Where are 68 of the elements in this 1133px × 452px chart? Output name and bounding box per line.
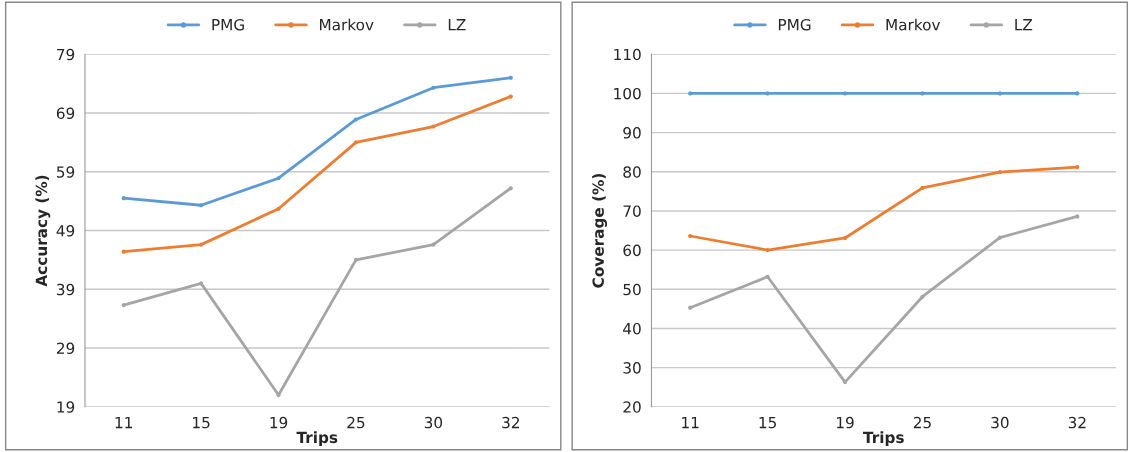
point [920, 185, 925, 190]
point [353, 117, 359, 122]
point [1075, 91, 1080, 96]
point [121, 196, 126, 201]
point [997, 91, 1002, 96]
y-tick-label: 30 [623, 362, 641, 374]
point [765, 274, 770, 279]
point [508, 186, 513, 191]
y-tick-label: 70 [623, 205, 641, 217]
point [276, 206, 281, 211]
point [997, 170, 1002, 175]
y-tick-label: 59 [56, 166, 75, 178]
point [199, 203, 204, 208]
legend-label: PMG [212, 18, 244, 31]
point [353, 140, 359, 145]
y-tick-label: 39 [56, 283, 75, 296]
x-tick-label: 32 [502, 416, 519, 429]
point [997, 235, 1002, 240]
x-axis-title: Trips [296, 431, 338, 447]
point [508, 75, 513, 80]
y-tick-label: 29 [56, 342, 75, 355]
x-tick-label: 30 [424, 416, 443, 429]
point [199, 281, 204, 286]
y-tick-label: 60 [623, 244, 641, 257]
x-tick-label: 15 [193, 416, 210, 429]
x-tick-label: 25 [347, 416, 365, 429]
legend-label: PMG [778, 18, 811, 31]
x-tick-label: 11 [682, 416, 699, 429]
x-tick-label: 11 [115, 416, 132, 429]
point [842, 91, 848, 96]
legend-label: LZ [448, 19, 466, 31]
point [121, 249, 126, 254]
x-tick-label: 32 [1068, 416, 1086, 429]
point [688, 305, 693, 310]
y-tick-label: 79 [57, 48, 75, 61]
point [431, 85, 436, 90]
y-tick-label: 69 [56, 107, 75, 120]
point [1075, 164, 1080, 170]
point [508, 94, 513, 99]
y-tick-label: 40 [623, 322, 641, 335]
x-tick-label: 30 [991, 416, 1009, 429]
legend-label: Markov [886, 18, 941, 31]
y-tick-label: 100 [614, 87, 641, 100]
x-tick-label: 19 [836, 416, 854, 429]
x-axis-title: Trips [863, 431, 904, 447]
x-tick-label: 25 [913, 416, 931, 429]
point [765, 248, 770, 253]
y-tick-label: 50 [623, 283, 641, 296]
point [842, 235, 848, 241]
y-tick-label: 80 [623, 166, 641, 178]
point [688, 91, 693, 96]
x-tick-label: 15 [759, 416, 776, 429]
legend-label: Markov [320, 18, 374, 31]
y-tick-label: 110 [614, 48, 641, 61]
y-tick-label: 90 [623, 127, 641, 139]
y-axis-title: Accuracy (%) [35, 175, 51, 287]
x-tick-label: 19 [270, 416, 288, 429]
point [1075, 214, 1080, 219]
legend-label: LZ [1015, 19, 1033, 31]
point [353, 257, 359, 262]
point [121, 303, 126, 308]
point [199, 242, 204, 247]
point [276, 176, 281, 181]
y-tick-label: 20 [623, 401, 641, 413]
point [688, 233, 693, 239]
y-tick-label: 19 [57, 401, 75, 413]
y-tick-label: 49 [56, 224, 75, 237]
y-axis-title: Coverage (%) [592, 173, 608, 288]
